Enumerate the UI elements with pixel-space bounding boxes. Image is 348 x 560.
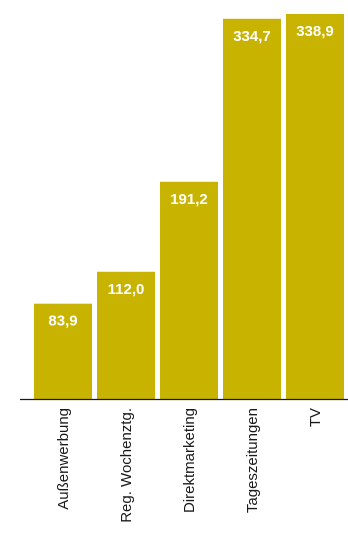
bar-1 [34, 303, 92, 399]
category-label: Direktmarketing [181, 408, 198, 513]
bar-value-label: 338,9 [296, 23, 334, 40]
bar-4 [223, 18, 281, 399]
category-label: Reg. Wochenztg. [118, 408, 135, 523]
bar-value-label: 334,7 [233, 28, 271, 45]
category-label: Tageszeitungen [244, 408, 261, 513]
bars-group: 83,9 112,0 191,2 334,7 338,9 [34, 14, 344, 399]
category-label: Außenwerbung [55, 408, 72, 510]
bar-value-label: 112,0 [108, 281, 145, 298]
bar-value-label: 83,9 [48, 313, 77, 330]
bar-5 [286, 14, 344, 399]
bar-2 [97, 271, 155, 399]
bar-3 [160, 181, 218, 399]
category-labels-group: Außenwerbung Reg. Wochenztg. Direktmarketi… [55, 408, 324, 523]
bar-value-label: 191,2 [170, 191, 208, 208]
category-label: TV [307, 408, 324, 427]
